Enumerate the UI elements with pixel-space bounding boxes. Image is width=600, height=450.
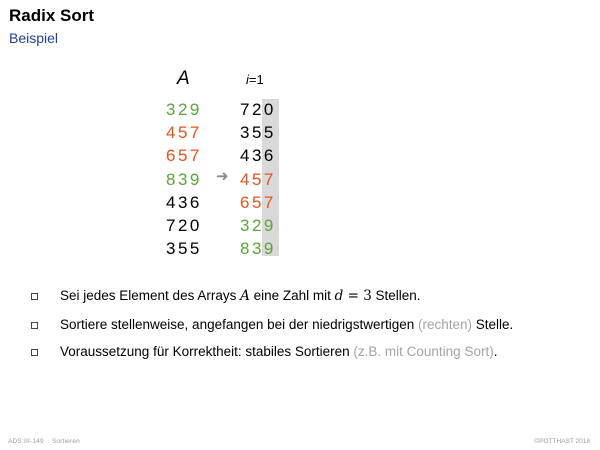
array-value: 355 xyxy=(240,123,276,143)
input-array-column: 329 457 657 839 436 720 355 xyxy=(166,98,202,260)
arrow-right-icon: ➜ xyxy=(216,168,229,185)
array-value: 457 xyxy=(240,169,276,189)
array-value: 657 xyxy=(240,192,276,212)
index-value: =1 xyxy=(248,72,264,87)
array-value: 436 xyxy=(166,192,202,212)
bullet-list: Sei jedes Element des Arrays A eine Zahl… xyxy=(30,288,590,372)
array-value: 355 xyxy=(166,239,202,259)
array-value: 436 xyxy=(240,146,276,166)
bullet-item-2: Sortiere stellenweise, angefangen bei de… xyxy=(30,317,590,332)
bullet-square-icon xyxy=(31,321,38,329)
array-value: 657 xyxy=(166,146,202,166)
index-variable: i xyxy=(246,72,249,87)
bullet-square-icon xyxy=(31,349,38,356)
array-value: 839 xyxy=(166,169,202,189)
bullet-item-3: Voraussetzung für Korrektheit: stabiles … xyxy=(30,344,590,359)
column-a-header: A xyxy=(177,68,190,89)
array-value: 457 xyxy=(166,123,202,143)
array-value: 839 xyxy=(240,239,276,259)
sorted-array-column: 720 355 436 457 657 329 839 xyxy=(240,98,276,260)
footer-left: ADS:III-149 Sortieren xyxy=(8,438,88,445)
slide-title: Radix Sort xyxy=(9,6,95,25)
array-value: 329 xyxy=(166,100,202,119)
bullet-item-1: Sei jedes Element des Arrays A eine Zahl… xyxy=(30,288,590,304)
footer-code: ADS:III-149 xyxy=(8,438,44,445)
array-value: 720 xyxy=(166,215,202,235)
array-value: 329 xyxy=(240,215,276,235)
digit-highlight-bar xyxy=(262,99,279,256)
column-i-header: i=1 xyxy=(246,72,264,87)
footer-section: Sortieren xyxy=(51,438,80,445)
array-value: 720 xyxy=(240,100,276,119)
footer-copyright: ©POTTHAST 2018 xyxy=(534,438,590,445)
slide-subtitle: Beispiel xyxy=(9,30,59,46)
bullet-square-icon xyxy=(31,293,38,300)
